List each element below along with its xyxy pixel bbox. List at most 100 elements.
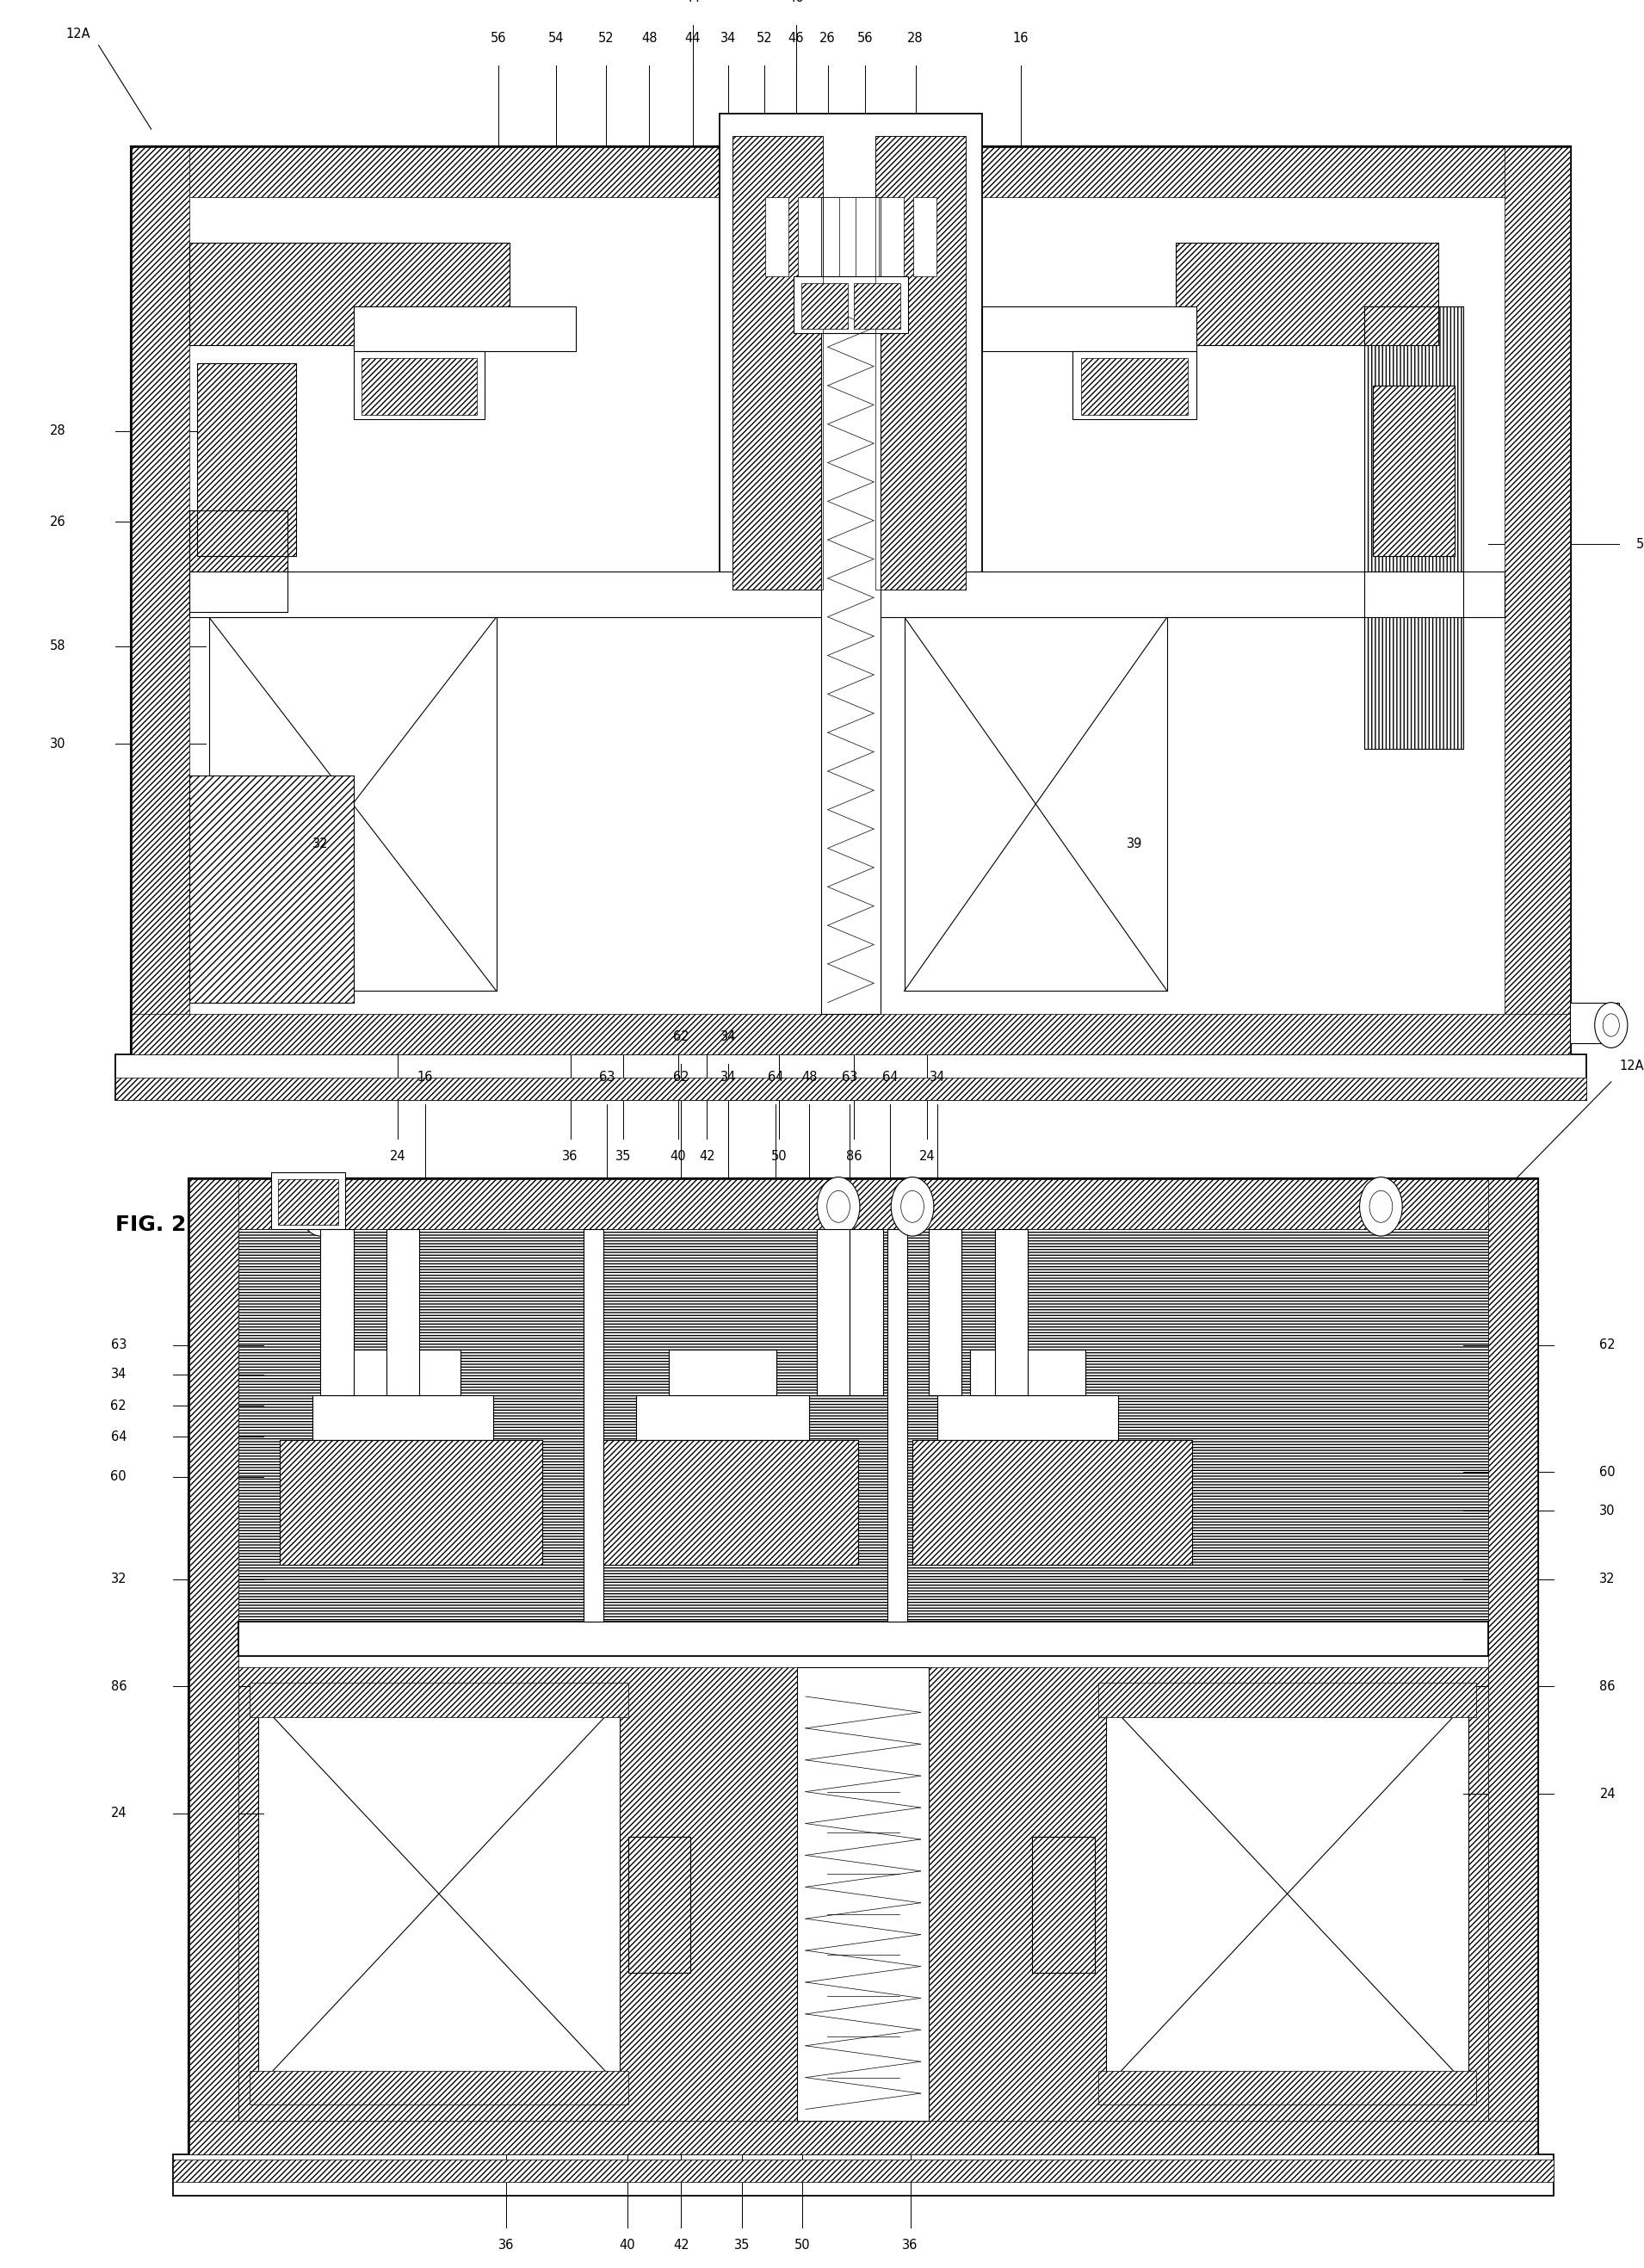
Text: 42: 42 — [672, 2239, 689, 2252]
Text: 32: 32 — [110, 1572, 127, 1585]
Text: 36: 36 — [562, 1150, 579, 1163]
Text: 86: 86 — [1600, 1681, 1616, 1692]
Text: 60: 60 — [1600, 1465, 1616, 1479]
Text: 26: 26 — [820, 32, 835, 45]
Bar — [792, 277, 907, 333]
Text: 42: 42 — [699, 1150, 715, 1163]
Text: FIG. 2: FIG. 2 — [115, 1213, 186, 1236]
Text: 62: 62 — [1600, 1338, 1616, 1352]
Bar — [981, 306, 1195, 352]
Bar — [875, 136, 967, 590]
Text: 63: 63 — [598, 1070, 615, 1084]
Bar — [386, 1229, 419, 1395]
Circle shape — [1595, 1002, 1628, 1048]
Text: 62: 62 — [672, 1030, 689, 1043]
Bar — [189, 1179, 1537, 2155]
Bar — [321, 1229, 353, 1395]
Text: 58: 58 — [1636, 538, 1644, 551]
Text: 39: 39 — [1126, 837, 1143, 850]
Bar — [312, 1395, 493, 1440]
Bar — [797, 1667, 929, 2121]
Bar — [732, 136, 822, 590]
Text: 24: 24 — [110, 1808, 127, 1819]
Bar — [238, 1622, 1488, 1656]
Text: 86: 86 — [110, 1681, 127, 1692]
Text: 62: 62 — [110, 1399, 127, 1413]
Text: 34: 34 — [110, 1368, 127, 1381]
Text: 50: 50 — [771, 1150, 787, 1163]
Bar — [197, 363, 296, 556]
Bar — [970, 1349, 1085, 1395]
Bar — [1072, 352, 1195, 420]
Bar — [362, 358, 477, 415]
Text: 52: 52 — [756, 32, 773, 45]
Text: 16: 16 — [1013, 32, 1029, 45]
Bar — [855, 284, 901, 329]
Bar — [1570, 1002, 1619, 1043]
Bar — [238, 1667, 1488, 2121]
Bar — [1032, 1837, 1095, 1973]
Text: 24: 24 — [919, 1150, 935, 1163]
Text: 24: 24 — [390, 1150, 406, 1163]
Text: 36: 36 — [903, 2239, 919, 2252]
Text: 12A: 12A — [1619, 1059, 1644, 1073]
Text: 32: 32 — [1600, 1572, 1616, 1585]
Text: 44: 44 — [684, 32, 700, 45]
Text: 16: 16 — [418, 1070, 432, 1084]
Text: 50: 50 — [794, 2239, 810, 2252]
Bar — [189, 510, 288, 612]
Text: 64: 64 — [110, 1431, 127, 1442]
Bar — [995, 1229, 1028, 1395]
Bar — [278, 1179, 339, 1225]
Text: 52: 52 — [598, 32, 615, 45]
Text: 24: 24 — [1600, 1787, 1616, 1801]
Bar — [937, 1395, 1118, 1440]
Bar — [603, 1440, 858, 1565]
Text: 56: 56 — [857, 32, 873, 45]
Bar — [584, 1229, 603, 1622]
Bar — [636, 1395, 809, 1440]
Circle shape — [1360, 1177, 1402, 1236]
Bar — [855, 197, 878, 277]
Bar — [173, 2159, 1554, 2182]
Text: 63: 63 — [110, 1338, 127, 1352]
Text: 46: 46 — [787, 32, 804, 45]
Bar — [189, 243, 510, 345]
Text: 34: 34 — [720, 1070, 737, 1084]
Text: 28: 28 — [49, 424, 66, 438]
Bar — [797, 197, 820, 277]
Text: 26: 26 — [49, 515, 66, 528]
Text: 58: 58 — [49, 640, 66, 653]
Bar — [603, 1440, 858, 1565]
Text: 48: 48 — [641, 32, 658, 45]
Bar — [189, 243, 510, 345]
Bar — [173, 2155, 1554, 2195]
Bar — [115, 1055, 1586, 1100]
Text: 35: 35 — [733, 2239, 750, 2252]
Bar — [1082, 358, 1187, 415]
Bar — [881, 197, 904, 277]
Circle shape — [891, 1177, 934, 1236]
Bar — [189, 776, 353, 1002]
Text: 86: 86 — [845, 1150, 861, 1163]
Bar — [132, 147, 189, 1055]
Text: 35: 35 — [615, 1150, 631, 1163]
Text: 60: 60 — [110, 1470, 127, 1483]
Bar — [132, 147, 1570, 1055]
Text: 44: 44 — [684, 0, 700, 5]
Text: 54: 54 — [547, 32, 564, 45]
Bar — [820, 197, 881, 1014]
Bar — [132, 147, 1570, 197]
Bar — [850, 1229, 883, 1395]
Text: 30: 30 — [1600, 1504, 1616, 1517]
Bar — [1504, 147, 1570, 1055]
Bar — [1365, 306, 1463, 748]
Bar — [1098, 1683, 1476, 1717]
Bar — [271, 1173, 345, 1229]
Bar — [628, 1837, 690, 1973]
Bar — [1175, 243, 1438, 345]
Text: 48: 48 — [801, 1070, 817, 1084]
Text: 34: 34 — [720, 32, 737, 45]
Circle shape — [817, 1177, 860, 1236]
Bar — [1373, 386, 1455, 556]
